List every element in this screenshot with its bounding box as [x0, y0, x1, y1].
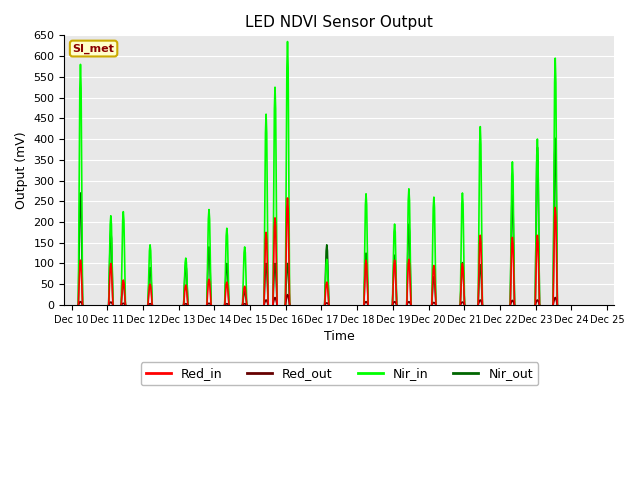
Red_out — [282, 302, 289, 308]
Red_in — [363, 262, 371, 267]
Nir_in — [206, 216, 214, 222]
Red_in — [206, 279, 214, 285]
Nir_out — [108, 236, 115, 241]
Line: Red_out: Red_out — [78, 295, 557, 305]
Line: Nir_in: Nir_in — [78, 42, 557, 305]
Red_out — [74, 302, 82, 308]
Line: Nir_out: Nir_out — [78, 138, 557, 305]
Legend: Red_in, Red_out, Nir_in, Nir_out: Red_in, Red_out, Nir_in, Nir_out — [141, 362, 538, 385]
Red_out — [403, 302, 411, 308]
Red_in — [74, 302, 82, 308]
Nir_in — [282, 302, 289, 308]
Nir_out — [403, 302, 411, 308]
Nir_in — [403, 302, 411, 308]
X-axis label: Time: Time — [324, 330, 355, 343]
Text: SI_met: SI_met — [73, 43, 115, 54]
Red_out — [388, 302, 396, 308]
Nir_in — [363, 202, 371, 208]
Nir_out — [363, 255, 371, 261]
Red_out — [108, 300, 115, 305]
Red_in — [282, 302, 289, 308]
Red_out — [363, 299, 371, 305]
Title: LED NDVI Sensor Output: LED NDVI Sensor Output — [245, 15, 433, 30]
Nir_in — [108, 222, 115, 228]
Red_in — [388, 302, 396, 308]
Line: Red_in: Red_in — [78, 198, 557, 305]
Nir_out — [388, 302, 396, 308]
Red_in — [403, 302, 411, 308]
Red_in — [108, 265, 115, 271]
Red_out — [206, 300, 214, 306]
Y-axis label: Output (mV): Output (mV) — [15, 132, 28, 209]
Nir_in — [74, 302, 82, 308]
Nir_out — [206, 250, 214, 255]
Nir_out — [282, 302, 289, 308]
Nir_out — [74, 302, 82, 308]
Nir_in — [388, 302, 396, 308]
